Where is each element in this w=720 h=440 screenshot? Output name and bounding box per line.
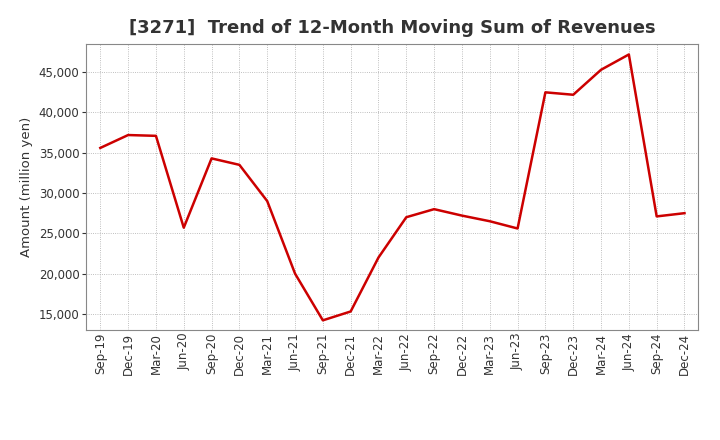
Y-axis label: Amount (million yen): Amount (million yen) [20,117,33,257]
Title: [3271]  Trend of 12-Month Moving Sum of Revenues: [3271] Trend of 12-Month Moving Sum of R… [129,19,656,37]
